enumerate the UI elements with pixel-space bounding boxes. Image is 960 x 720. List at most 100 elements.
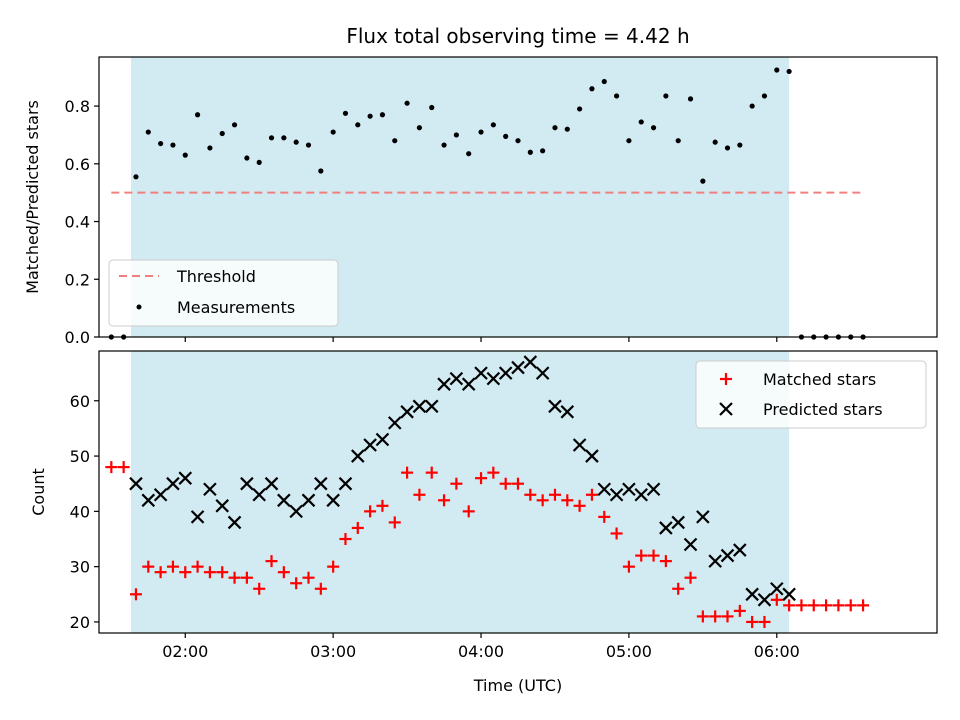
predicted-star-point: [240, 476, 254, 491]
predicted-star-point: [696, 510, 710, 524]
predicted-star-point: [400, 405, 414, 419]
measurement-point: [244, 155, 250, 161]
predicted-star-point: [215, 499, 230, 513]
matched-star-point: [548, 488, 561, 501]
matched-star-point: [191, 560, 204, 573]
predicted-star-point: [190, 510, 205, 524]
measurement-point: [577, 106, 583, 112]
matched-star-point: [487, 466, 500, 479]
measurement-point: [761, 93, 768, 99]
bottom-panel: 20 30 40 50 60 02:00 03:00 04:00 05:00 06:00 Tim…: [29, 350, 938, 695]
predicted-star-point: [252, 487, 266, 502]
predicted-star-point: [733, 543, 747, 557]
predicted-star-point: [535, 366, 550, 380]
matched-star-point: [203, 566, 216, 579]
bottom-x-axis-ticks: 02:00 03:00 04:00 05:00 06:00: [162, 633, 800, 661]
predicted-star-point: [720, 548, 735, 563]
measurement-point: [182, 152, 188, 158]
measurement-point: [305, 142, 312, 148]
matched-star-point: [598, 510, 611, 523]
measurement-point: [281, 135, 287, 141]
predicted-star-point: [671, 515, 685, 530]
matched-star-point: [462, 505, 475, 518]
matched-star-point: [413, 488, 426, 501]
matched-star-point: [635, 549, 648, 562]
matched-star-point: [265, 555, 278, 568]
top-panel: 0.0 0.2 0.4 0.6 0.8 Flux total observing tim…: [23, 24, 938, 347]
measurement-point: [490, 122, 496, 128]
matched-star-point: [857, 599, 870, 612]
predicted-star-point: [314, 476, 328, 491]
measurement-point: [416, 125, 423, 131]
predicted-star-point: [770, 581, 784, 596]
bottom-legend: Matched stars Predicted stars: [695, 360, 927, 429]
y-tick-label: 0.0: [65, 328, 90, 347]
predicted-star-point: [166, 476, 180, 491]
measurement-point: [170, 142, 176, 148]
matched-star-point: [166, 560, 179, 573]
predicted-star-point: [622, 482, 636, 497]
matched-star-point: [512, 477, 524, 490]
legend-threshold-label: Threshold: [176, 267, 256, 286]
measurement-point: [404, 100, 410, 106]
measurement-point: [687, 96, 694, 102]
predicted-star-point: [338, 476, 353, 491]
matched-star-point: [622, 560, 635, 573]
measurement-point: [133, 174, 139, 180]
matched-star-point: [351, 521, 364, 534]
y-tick-label: 50: [70, 447, 90, 466]
predicted-star-point: [351, 449, 365, 463]
matched-star-point: [253, 582, 266, 595]
top-y-axis-ticks: 0.0 0.2 0.4 0.6 0.8: [65, 97, 99, 347]
measurement-point: [527, 149, 533, 155]
predicted-star-point: [548, 399, 562, 414]
predicted-star-point: [412, 399, 427, 414]
predicted-star-point: [289, 504, 303, 519]
y-tick-label: 40: [70, 502, 90, 521]
matched-star-point: [659, 555, 672, 568]
matched-star-point: [302, 571, 315, 584]
predicted-star-point: [597, 482, 612, 497]
matched-star-point: [376, 499, 389, 512]
legend-predicted-label: Predicted stars: [763, 400, 883, 419]
predicted-star-point: [141, 493, 156, 508]
predicted-star-point: [498, 366, 513, 380]
predicted-star-point: [461, 377, 476, 391]
matched-star-point: [277, 566, 290, 579]
measurement-point: [724, 145, 731, 151]
matched-star-point: [696, 610, 709, 623]
matched-star-point: [709, 610, 722, 623]
legend-measurements-label: Measurements: [177, 298, 295, 317]
predicted-star-point: [264, 476, 279, 491]
y-tick-label: 0.4: [65, 213, 90, 232]
measurement-point: [429, 104, 435, 111]
predicted-star-point: [609, 487, 624, 502]
measurement-point: [650, 125, 657, 131]
measurement-point: [564, 126, 570, 132]
measurement-point: [749, 103, 755, 109]
matched-star-point: [154, 566, 167, 579]
predicted-star-point: [474, 366, 488, 380]
measurement-point: [774, 67, 780, 73]
measurement-point: [379, 112, 386, 118]
legend-predicted-swatch: [719, 402, 733, 416]
measurement-point: [700, 178, 706, 184]
measurement-point: [256, 159, 262, 165]
top-y-axis-label: Matched/Predicted stars: [23, 100, 42, 294]
matched-star-point: [438, 494, 451, 507]
legend-matched-swatch: [720, 373, 732, 385]
measurement-point: [158, 140, 164, 147]
measurement-point: [515, 138, 521, 144]
matched-star-point: [364, 505, 377, 518]
predicted-star-point: [523, 355, 538, 369]
y-tick-label: 30: [70, 558, 90, 577]
matched-star-point: [746, 615, 759, 628]
matched-star-point: [425, 466, 438, 479]
predicted-star-point: [659, 521, 673, 535]
predicted-star-point: [375, 432, 390, 447]
y-tick-label: 60: [70, 392, 90, 411]
predicted-star-point: [572, 438, 587, 452]
legend-matched-label: Matched stars: [763, 370, 876, 389]
measurement-point: [786, 68, 792, 75]
matched-star-point: [327, 560, 340, 573]
